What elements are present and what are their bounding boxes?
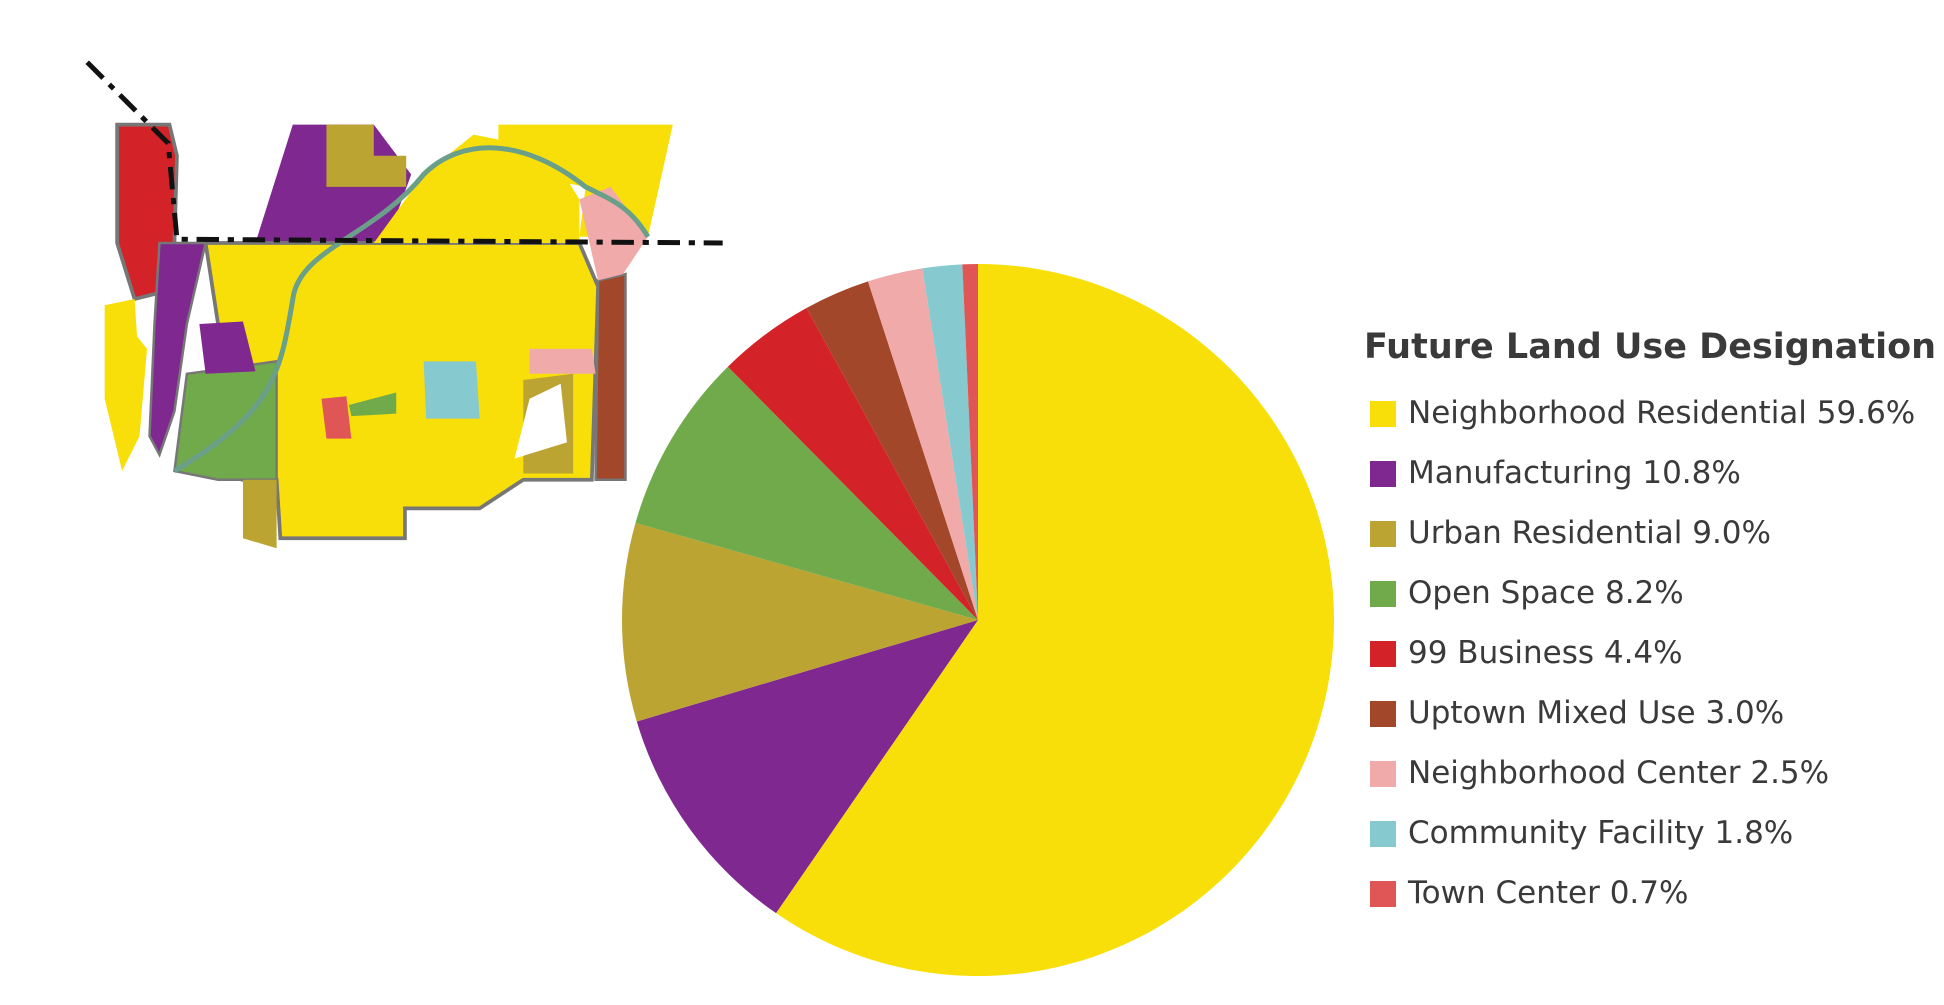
pie-slice — [636, 620, 978, 914]
legend-swatch — [1370, 401, 1396, 427]
legend-name: Urban Residential — [1408, 515, 1682, 551]
legend-value: 59.6% — [1817, 395, 1915, 431]
legend-value: 1.8% — [1715, 815, 1794, 851]
legend-name: Uptown Mixed Use — [1408, 695, 1696, 731]
legend-swatch — [1370, 581, 1396, 607]
legend-value: 0.7% — [1610, 875, 1689, 911]
legend-label: Neighborhood Center 2.5% — [1408, 755, 1829, 791]
pie-slice — [776, 264, 1334, 976]
legend-swatch — [1370, 761, 1396, 787]
legend-swatch — [1370, 821, 1396, 847]
pie-slice — [962, 264, 978, 620]
legend-swatch — [1370, 521, 1396, 547]
legend-value: 10.8% — [1642, 455, 1740, 491]
legend-label: Open Space 8.2% — [1408, 575, 1684, 611]
legend-value: 4.4% — [1604, 635, 1683, 671]
legend-name: Town Center — [1407, 875, 1600, 911]
map — [85, 60, 723, 549]
pie-slice — [867, 268, 978, 620]
legend-swatch — [1370, 461, 1396, 487]
legend-label: Manufacturing 10.8% — [1408, 455, 1741, 491]
legend-name: Open Space — [1408, 575, 1595, 611]
legend-value: 8.2% — [1605, 575, 1684, 611]
legend-name: Neighborhood Center — [1408, 755, 1741, 791]
legend-swatch — [1370, 701, 1396, 727]
legend-value: 2.5% — [1750, 755, 1829, 791]
pie-slice — [727, 308, 978, 620]
legend-label: Town Center 0.7% — [1407, 875, 1688, 911]
legend-label: Uptown Mixed Use 3.0% — [1408, 695, 1784, 731]
legend-value: 9.0% — [1692, 515, 1771, 551]
legend-value: 3.0% — [1705, 695, 1784, 731]
legend-label: Urban Residential 9.0% — [1408, 515, 1771, 551]
legend-name: 99 Business — [1408, 635, 1594, 671]
legend-label: Community Facility 1.8% — [1408, 815, 1793, 851]
legend-title: Future Land Use Designation — [1364, 327, 1936, 367]
legend-name: Manufacturing — [1408, 455, 1632, 491]
legend-swatch — [1370, 881, 1396, 907]
legend-name: Neighborhood Residential — [1408, 395, 1807, 431]
legend-swatch — [1370, 641, 1396, 667]
pie-slice — [622, 522, 978, 722]
pie-slice — [806, 281, 978, 620]
legend-label: 99 Business 4.4% — [1408, 635, 1683, 671]
pie-slice — [635, 366, 978, 620]
legend-name: Community Facility — [1408, 815, 1705, 851]
legend-label: Neighborhood Residential 59.6% — [1408, 395, 1915, 431]
pie-slice — [922, 264, 978, 620]
